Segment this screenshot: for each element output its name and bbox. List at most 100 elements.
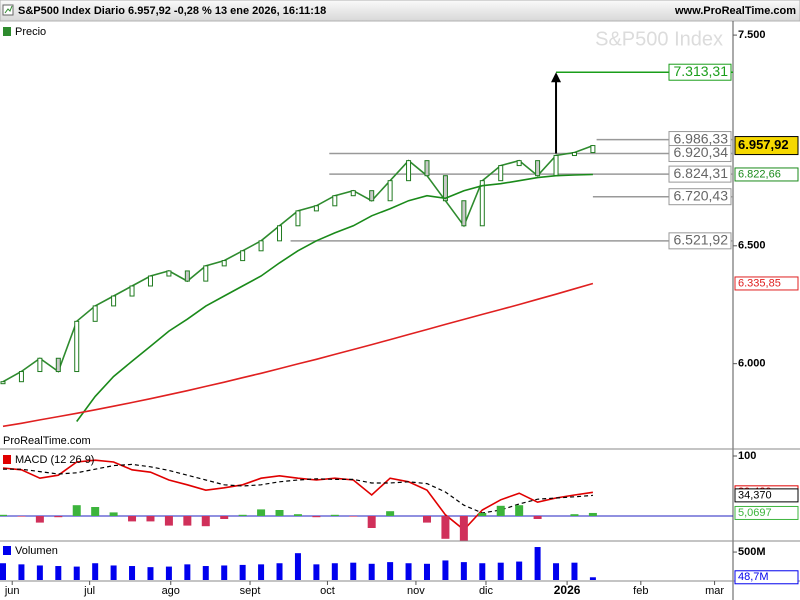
x-tick-label: ago <box>162 585 180 597</box>
volume-bar <box>258 564 265 580</box>
histogram-bar <box>478 513 487 516</box>
volume-bar <box>479 563 486 580</box>
candle <box>55 357 61 373</box>
histogram-bar <box>164 516 173 526</box>
candle <box>535 160 541 177</box>
histogram-bar <box>257 509 266 516</box>
level-label-box <box>668 188 732 206</box>
legend-swatch <box>3 27 11 36</box>
candle <box>277 225 283 242</box>
candle <box>258 240 264 252</box>
volume-bar <box>516 561 523 580</box>
legend-label: Precio <box>15 26 46 38</box>
volume-bar <box>387 562 394 580</box>
x-tick-label: jul <box>83 585 95 597</box>
histogram-bar <box>72 505 81 516</box>
histogram-bar <box>386 511 395 516</box>
candle <box>295 210 301 227</box>
x-tick-label: dic <box>479 585 494 597</box>
value-label-box <box>734 167 799 182</box>
y-tick-label: 6.000 <box>738 358 766 370</box>
candle <box>221 260 227 267</box>
volume-bar <box>110 565 117 580</box>
volume-bar <box>55 566 62 580</box>
histogram-bar <box>17 516 26 517</box>
volume-bar <box>589 577 596 580</box>
level-label: 6.986,33 <box>674 130 729 146</box>
histogram-bar <box>35 516 44 523</box>
candle <box>37 357 43 373</box>
candle <box>571 152 577 157</box>
series-line <box>3 463 593 514</box>
header-bar <box>0 0 800 22</box>
volume-bar <box>553 563 560 580</box>
volume-bar <box>497 562 504 580</box>
candle <box>406 160 412 182</box>
value-label-box <box>734 136 799 156</box>
volume-bar <box>184 564 191 580</box>
candle <box>590 145 596 154</box>
histogram-bar <box>533 516 542 519</box>
volume-bar <box>147 567 154 580</box>
volume-bar <box>571 562 578 580</box>
candle <box>18 371 24 383</box>
level-label: 6.720,43 <box>674 187 729 203</box>
candle <box>184 270 190 282</box>
candle <box>387 180 393 202</box>
candle <box>479 180 485 227</box>
histogram-bar <box>496 505 505 516</box>
candle <box>147 275 153 287</box>
volume-bar <box>92 563 99 580</box>
histogram-bar <box>367 516 376 528</box>
x-tick-label: mar <box>705 585 724 597</box>
level-label: 6.824,31 <box>674 165 729 181</box>
candle <box>129 285 135 297</box>
level-label-box <box>668 165 732 183</box>
histogram-bar <box>441 516 450 539</box>
histogram-bar <box>515 505 524 516</box>
value-label: 6.957,92 <box>738 137 789 152</box>
histogram-bar <box>146 516 155 522</box>
legend-swatch <box>3 546 11 555</box>
value-label: 6.822,66 <box>738 168 781 180</box>
histogram-bar <box>422 516 431 523</box>
volume-bar <box>368 563 375 580</box>
histogram-bar <box>183 516 192 526</box>
volume-bar <box>294 553 301 580</box>
value-label: 48,7M <box>738 571 769 583</box>
target-arrow-head <box>551 72 562 83</box>
histogram-bar <box>275 510 284 516</box>
level-label-box <box>668 63 732 81</box>
level-label-box <box>668 145 732 163</box>
candle <box>424 160 430 177</box>
histogram-bar <box>570 514 579 516</box>
series-line <box>2 459 594 531</box>
histogram-bar <box>54 516 63 518</box>
series-line <box>2 282 594 428</box>
volume-bar <box>276 563 283 580</box>
x-tick-label: oct <box>320 585 335 597</box>
histogram-bar <box>312 516 321 518</box>
value-label-box <box>734 505 799 520</box>
volume-bar <box>331 563 338 580</box>
volume-bar <box>460 562 467 580</box>
volume-bar <box>442 560 449 580</box>
y-tick-label: 7.500 <box>738 29 766 41</box>
volume-bar <box>129 566 136 580</box>
x-tick-label: 2026 <box>554 583 581 597</box>
candle <box>240 250 246 262</box>
y-tick-label: 6.500 <box>738 240 766 252</box>
histogram-bar <box>293 514 302 516</box>
value-label: 5,0697 <box>738 507 772 519</box>
header-icon[interactable] <box>2 4 14 16</box>
candle <box>313 205 319 212</box>
volume-bar <box>18 564 25 580</box>
header-title: S&P500 Index Diario 6.957,92 -0,28 % 13 … <box>18 5 326 17</box>
candle <box>461 200 467 227</box>
histogram-bar <box>128 516 137 522</box>
value-label-box <box>734 276 799 291</box>
candle <box>553 155 559 177</box>
